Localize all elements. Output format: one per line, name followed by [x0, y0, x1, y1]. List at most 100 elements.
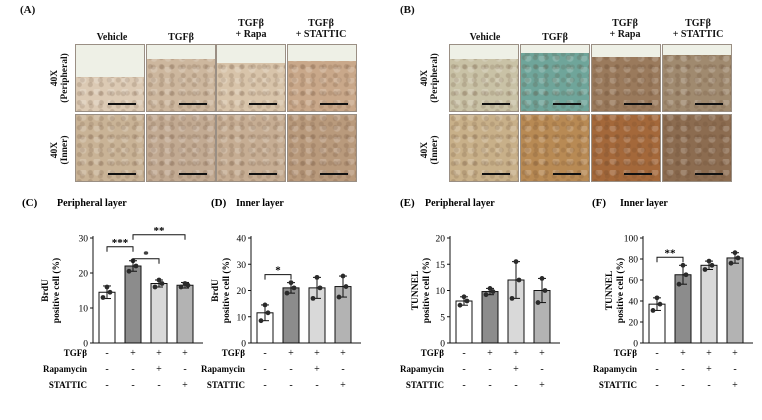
- chart-d-ytick-label-2: 20: [237, 287, 247, 297]
- chart-d-point-3-3: [314, 274, 320, 280]
- chart-f-ytick-label-5: 100: [624, 235, 639, 245]
- chart-d-treatment-label-2: Rapamycin: [201, 364, 245, 374]
- chart-c-ylabel-line-1: BrdU: [41, 279, 51, 302]
- chart-f-point-2-2: [683, 272, 689, 278]
- chart-f-point-4-2: [735, 255, 741, 261]
- chart-f-treatment-1-1: -: [655, 348, 658, 359]
- chart-d-point-2-2: [291, 285, 297, 291]
- chart-f-point-2-1: [676, 281, 682, 287]
- chart-d-treatment-3-2: -: [289, 380, 292, 391]
- chart-c-treatment-label-2: Rapamycin: [43, 364, 87, 374]
- panel-a-micrograph-peripheral-4: [287, 44, 357, 112]
- panel-label-a: (A): [20, 4, 36, 16]
- chart-d-treatment-label-1: TGFβ: [222, 348, 246, 358]
- panel-b-micrograph-peripheral-3: [591, 44, 661, 112]
- chart-d-point-3-1: [310, 295, 316, 301]
- chart-e-treatment-3-2: -: [488, 380, 491, 391]
- panel-a-header-rapa: TGFβ + Rapa: [235, 18, 267, 40]
- chart-e-ytick-label-3: 15: [436, 261, 446, 271]
- chart-d-ytick-label-4: 40: [237, 235, 247, 245]
- chart-f-ytick-label-0: 0: [633, 340, 638, 350]
- chart-e-treatment-3-4: +: [539, 380, 545, 391]
- chart-c-treatment-2-4: -: [183, 364, 186, 375]
- chart-f-bar-4: [726, 257, 744, 344]
- chart-c-sig-label-3: **: [154, 225, 166, 237]
- chart-c-bar-1: [98, 291, 116, 344]
- chart-e-treatment-label-1: TGFβ: [421, 348, 445, 358]
- chart-c-treatment-label-3: STATTIC: [49, 380, 87, 390]
- chart-f-ylabel-line-1: TUNNEL: [605, 271, 615, 311]
- chart-c-sig-label-2: *: [143, 249, 149, 261]
- chart-e-ytick-label-0: 0: [440, 340, 445, 350]
- chart-f-treatment-2-4: -: [733, 364, 736, 375]
- panel-b-micrograph-peripheral-2: [520, 44, 590, 112]
- panel-a-micrograph-peripheral-3: [216, 44, 286, 112]
- chart-d-point-1-1: [258, 318, 264, 324]
- chart-d-ytick-label-3: 30: [237, 261, 247, 271]
- chart-c-ylabel-line-2: positive cell (%): [51, 258, 62, 323]
- chart-f-point-1-3: [654, 295, 660, 301]
- chart-c-treatment-1-3: +: [156, 348, 162, 359]
- chart-c-treatment-label-1: TGFβ: [64, 348, 88, 358]
- chart-c-bar-4: [176, 284, 194, 344]
- chart-f-sig-bracket-1: [656, 256, 684, 263]
- chart-d-ylabel-line-1: BrdU: [211, 279, 221, 302]
- panel-a-header-stattic: TGFβ + STATTIC: [295, 18, 347, 40]
- chart-e-point-3-1: [509, 295, 515, 301]
- chart-f-treatment-label-1: TGFβ: [614, 348, 638, 358]
- panel-b-micrograph-inner-2: [520, 114, 590, 182]
- chart-f-treatment-2-3: +: [706, 364, 712, 375]
- chart-e-point-3-3: [513, 259, 519, 265]
- chart-f-point-2-3: [680, 262, 686, 268]
- chart-e-point-1-1: [457, 302, 463, 308]
- chart-e-point-1-3: [461, 294, 467, 300]
- chart-d-treatment-label-3: STATTIC: [207, 380, 245, 390]
- panel-b-micrograph-peripheral-4: [662, 44, 732, 112]
- panel-a-micrograph-peripheral-2: [146, 44, 216, 112]
- chart-e-point-2-3: [487, 286, 493, 291]
- panel-a-micrograph-peripheral-1: [75, 44, 145, 112]
- chart-d-treatment-3-1: -: [263, 380, 266, 391]
- panel-b-micrograph-peripheral-1: [449, 44, 519, 112]
- chart-e-treatment-label-2: Rapamycin: [400, 364, 444, 374]
- chart-e-ylabel-line-2: positive cell (%): [421, 258, 432, 323]
- chart-e-treatment-2-4: -: [540, 364, 543, 375]
- chart-d-point-4-1: [336, 294, 342, 300]
- chart-f-treatment-1-3: +: [706, 348, 712, 359]
- chart-f-point-3-2: [709, 262, 715, 268]
- chart-f-treatment-3-3: -: [707, 380, 710, 391]
- chart-c-treatment-1-4: +: [182, 348, 188, 359]
- chart-f-point-1-1: [650, 308, 656, 313]
- chart-f-treatment-1-4: +: [732, 348, 738, 359]
- chart-f-treatment-3-1: -: [655, 380, 658, 391]
- chart-d-title: Inner layer: [236, 198, 284, 209]
- panel-a-header-vehicle: Vehicle: [96, 32, 128, 43]
- panel-a-header-tgfb: TGFβ: [168, 32, 194, 43]
- chart-d-ytick-label-1: 10: [237, 313, 247, 323]
- chart-d-ylabel-line-2: positive cell (%): [221, 258, 232, 323]
- chart-c-title: Peripheral layer: [57, 198, 127, 209]
- chart-c-ytick-label-2: 20: [79, 270, 89, 280]
- chart-e-ytick-label-4: 20: [436, 235, 446, 245]
- chart-d-point-4-3: [340, 273, 346, 279]
- chart-f-panel-label: (F): [592, 197, 606, 209]
- chart-c-sig-bracket-1: [106, 246, 134, 252]
- chart-e-point-2-2: [490, 289, 496, 294]
- chart-f-ytick-label-3: 60: [629, 277, 639, 287]
- chart-f-ytick-label-4: 80: [629, 256, 639, 266]
- chart-e-point-4-3: [539, 276, 545, 281]
- chart-f-sig-label-1: **: [665, 247, 677, 259]
- chart-e-bar-2: [481, 291, 499, 344]
- chart-e-point-4-2: [542, 288, 548, 293]
- chart-e-treatment-1-2: +: [487, 348, 493, 359]
- chart-d-treatment-1-4: +: [340, 348, 346, 359]
- panel-label-b: (B): [400, 4, 415, 16]
- chart-d-treatment-1-2: +: [288, 348, 294, 359]
- chart-d-treatment-1-3: +: [314, 348, 320, 359]
- panel-b-micrograph-inner-3: [591, 114, 661, 182]
- chart-c-point-3-3: [156, 277, 162, 283]
- chart-c-treatment-3-1: -: [105, 380, 108, 391]
- chart-f-point-4-1: [728, 260, 734, 266]
- chart-c-treatment-1-2: +: [130, 348, 136, 359]
- chart-f-point-3-3: [706, 258, 712, 264]
